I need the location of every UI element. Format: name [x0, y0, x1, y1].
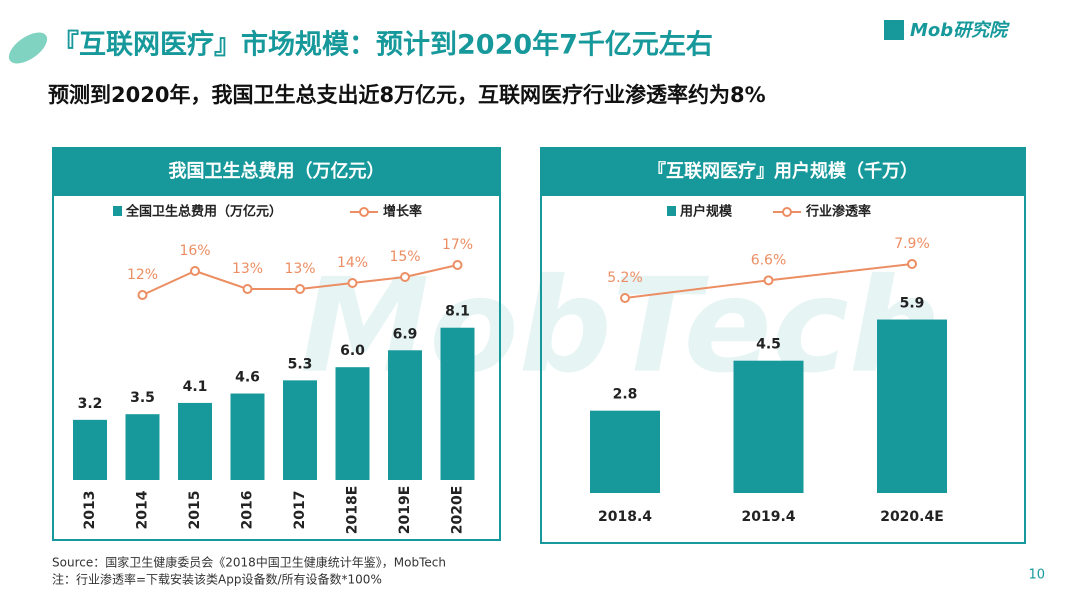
line-point — [763, 275, 774, 286]
bar-value-label: 5.9 — [900, 296, 925, 312]
x-tick-label: 2019E — [397, 486, 413, 535]
x-tick-label: 2018.4 — [598, 509, 652, 525]
x-tick-label: 2020E — [450, 486, 466, 535]
line-point — [400, 272, 410, 282]
line-value-label: 13% — [284, 261, 315, 277]
line-value-label: 5.2% — [607, 270, 643, 286]
line-value-label: 16% — [179, 243, 210, 259]
bar — [590, 410, 660, 493]
line-point — [242, 284, 253, 294]
bar — [283, 380, 317, 480]
line-point — [907, 258, 917, 269]
bar-value-label: 6.9 — [393, 326, 418, 342]
x-tick-label: 2019.4 — [741, 509, 795, 525]
bar — [73, 419, 107, 480]
line-point — [347, 278, 358, 288]
bar-value-label: 2.8 — [613, 387, 638, 403]
legend-marker — [359, 207, 369, 217]
panel-header — [541, 148, 1025, 196]
bar — [440, 327, 475, 480]
bar-value-label: 4.5 — [756, 337, 781, 353]
bar — [125, 414, 160, 480]
bar — [877, 319, 947, 493]
bar-value-label: 6.0 — [340, 343, 365, 359]
line-value-label: 12% — [127, 267, 158, 283]
bar — [178, 402, 212, 480]
bar-value-label: 8.1 — [445, 304, 470, 320]
x-tick-label: 2016 — [240, 491, 256, 530]
legend-marker — [782, 207, 792, 217]
line-value-label: 14% — [337, 255, 368, 271]
title-decoration — [8, 32, 48, 64]
line-value-label: 17% — [442, 237, 473, 253]
logo: Mob研究院 — [910, 20, 1010, 41]
x-tick-label: 2015 — [187, 491, 203, 530]
source: Source：国家卫生健康委员会《2018中国卫生健康统计年鉴》，MobTech — [52, 555, 446, 570]
line-point — [452, 260, 463, 270]
bar — [230, 393, 265, 480]
bar-value-label: 4.6 — [235, 370, 260, 386]
chart-title: 『互联网医疗』用户规模（千万） — [648, 160, 918, 182]
legend-swatch — [113, 206, 122, 216]
line-value-label: 15% — [389, 249, 420, 265]
slide-subtitle: 预测到2020年，我国卫生总支出近8万亿元，互联网医疗行业渗透率约为8% — [48, 83, 766, 107]
x-tick-label: 2017 — [292, 491, 308, 530]
bar-value-label: 5.3 — [288, 356, 313, 372]
bar — [388, 350, 422, 480]
x-tick-label: 2014 — [135, 490, 151, 529]
bar — [335, 367, 370, 480]
page-number: 10 — [1028, 568, 1045, 583]
panel-header — [53, 148, 500, 196]
legend-label: 全国卫生总费用（万亿元） — [125, 204, 282, 220]
legend-label: 行业渗透率 — [805, 204, 871, 220]
chart-title: 我国卫生总费用（万亿元） — [169, 160, 385, 182]
line-point — [190, 266, 200, 276]
line-value-label: 13% — [232, 261, 263, 277]
line-value-label: 6.6% — [751, 252, 787, 268]
legend-label: 增长率 — [383, 204, 422, 220]
bar-value-label: 3.5 — [130, 390, 155, 406]
legend-label: 用户规模 — [679, 204, 733, 220]
logo-icon — [884, 20, 904, 40]
line-point — [620, 292, 630, 303]
note: 注：行业渗透率=下载安装该类App设备数/所有设备数*100% — [52, 572, 382, 587]
bar-value-label: 3.2 — [78, 396, 103, 412]
slide-title: 『互联网医疗』市场规模：预计到2020年7千亿元左右 — [52, 29, 713, 61]
line-point — [137, 290, 148, 300]
x-tick-label: 2013 — [82, 491, 98, 530]
line-value-label: 7.9% — [894, 236, 930, 252]
x-tick-label: 2020.4E — [880, 509, 944, 525]
bar — [733, 360, 804, 493]
legend-swatch — [667, 206, 676, 216]
bar-value-label: 4.1 — [183, 379, 208, 395]
x-tick-label: 2018E — [345, 486, 361, 535]
line-point — [295, 284, 305, 294]
